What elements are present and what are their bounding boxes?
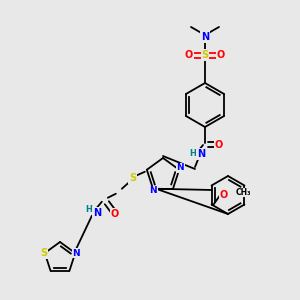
Text: S: S [129,173,137,183]
Text: O: O [215,140,223,150]
Text: S: S [201,50,208,60]
Text: H: H [190,148,196,158]
Text: O: O [217,50,225,60]
Text: H: H [85,205,92,214]
Text: CH₃: CH₃ [236,188,251,197]
Text: O: O [111,209,119,219]
Text: O: O [185,50,193,60]
Text: N: N [201,32,209,42]
Text: S: S [40,248,47,258]
Text: N: N [72,249,80,258]
Text: O: O [219,190,228,200]
Text: N: N [197,149,205,159]
Text: N: N [93,208,101,218]
Text: N: N [176,163,184,172]
Text: N: N [149,186,157,195]
